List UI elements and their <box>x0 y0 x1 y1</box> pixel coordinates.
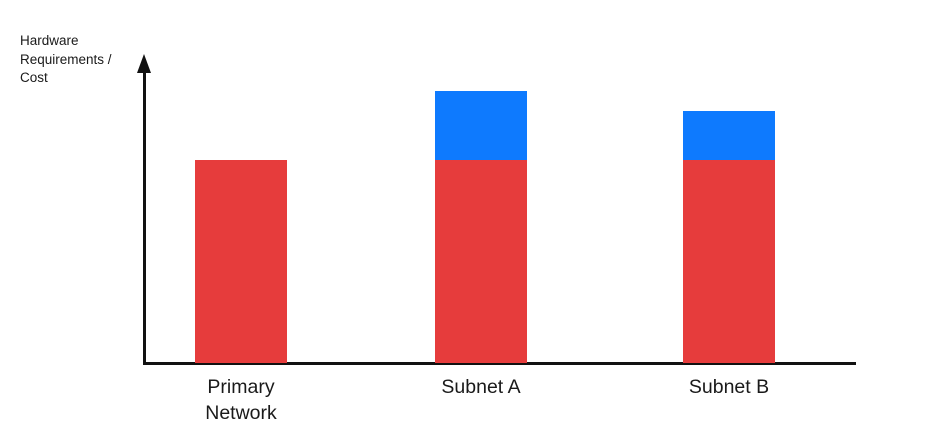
y-axis-arrowhead-icon <box>137 54 151 73</box>
bar-segment-red <box>195 160 287 363</box>
category-label: Subnet A <box>441 376 521 398</box>
category-label: Primary Network <box>205 376 277 424</box>
bar-subnet-b <box>683 111 775 363</box>
x-axis-line <box>143 362 856 365</box>
y-axis-line <box>143 64 146 363</box>
bar-segment-blue <box>435 91 527 160</box>
y-axis-label: Hardware Requirements / Cost <box>20 33 112 85</box>
bar-subnet-a <box>435 91 527 363</box>
bar-segment-blue <box>683 111 775 160</box>
bar-segment-red <box>435 160 527 363</box>
category-label: Subnet B <box>688 376 770 398</box>
bar-segment-red <box>683 160 775 363</box>
bar-primary-network <box>195 160 287 363</box>
